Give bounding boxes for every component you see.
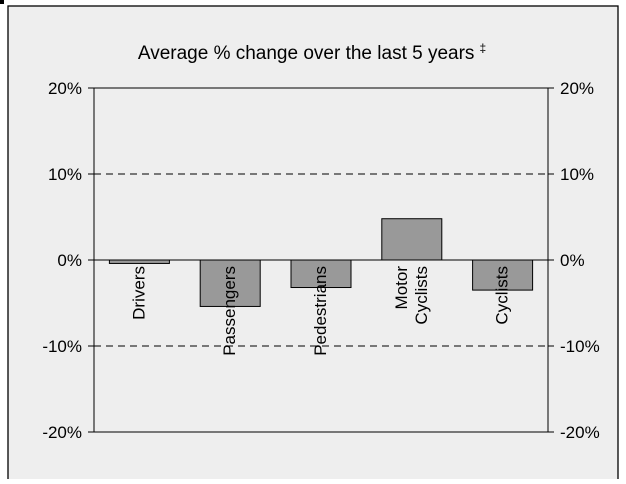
bar xyxy=(199,259,261,307)
category-label-line: Cyclists xyxy=(412,266,431,325)
category-label: MotorCyclists xyxy=(392,266,431,325)
y-tick-label-left: -10% xyxy=(42,337,82,356)
chart-title-marker: ‡ xyxy=(479,41,486,55)
y-tick-label-left: 0% xyxy=(57,251,82,270)
y-tick-label-right: 20% xyxy=(560,79,594,98)
bar xyxy=(381,218,443,261)
category-label: Drivers xyxy=(129,266,148,320)
bar xyxy=(108,259,170,264)
y-tick-label-left: -20% xyxy=(42,423,82,442)
category-label: Passengers xyxy=(220,266,239,356)
category-label-line: Pedestrians xyxy=(311,266,330,356)
category-label-line: Motor xyxy=(392,266,411,310)
chart-background xyxy=(7,5,619,484)
chart-title-text: Average % change over the last 5 years xyxy=(138,43,475,64)
y-tick-label-right: 0% xyxy=(560,251,585,270)
y-tick-label-right: -10% xyxy=(560,337,600,356)
plot-area: -20% -20% -10% -10% 0% 0% 10% 10% 20% 20% Drivers P… xyxy=(42,79,599,442)
y-tick-label-right: 10% xyxy=(560,165,594,184)
bar xyxy=(290,259,352,289)
corner-mark xyxy=(0,0,4,4)
category-label: Pedestrians xyxy=(311,266,330,356)
y-tick-label-right: -20% xyxy=(560,423,600,442)
y-tick-label-left: 10% xyxy=(48,165,82,184)
category-label-line: Cyclists xyxy=(493,266,512,325)
y-tick-label-left: 20% xyxy=(48,79,82,98)
chart-title: Average % change over the last 5 years ‡ xyxy=(138,41,486,64)
category-label-line: Drivers xyxy=(129,266,148,320)
category-label: Cyclists xyxy=(493,266,512,325)
category-label-line: Passengers xyxy=(220,266,239,356)
